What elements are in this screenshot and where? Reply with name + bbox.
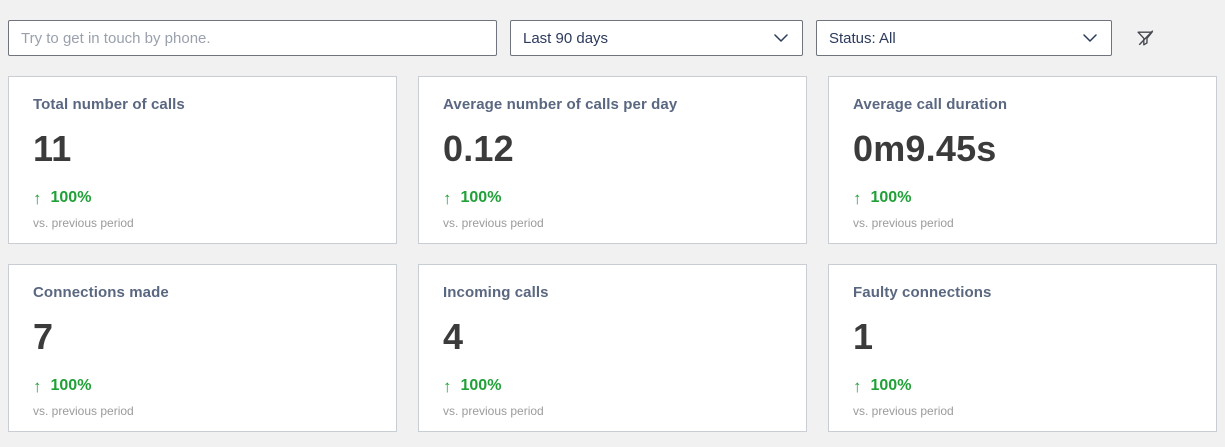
card-title: Total number of calls <box>33 96 185 113</box>
card-value: 11 <box>33 128 72 169</box>
stat-card-total-calls: Total number of calls 11 ↑ 100% vs. prev… <box>8 76 397 244</box>
stat-card-incoming-calls: Incoming calls 4 ↑ 100% vs. previous per… <box>418 264 807 432</box>
card-delta: ↑ 100% <box>443 189 782 207</box>
card-title: Incoming calls <box>443 284 549 301</box>
card-caption: vs. previous period <box>33 404 134 418</box>
card-value: 4 <box>443 316 464 357</box>
card-title: Average number of calls per day <box>443 96 678 113</box>
trend-up-arrow-icon: ↑ <box>443 376 452 396</box>
status-value: Status: All <box>829 29 896 47</box>
chevron-down-icon <box>774 34 788 42</box>
delta-value: 100% <box>460 377 502 394</box>
card-title: Average call duration <box>853 96 1008 113</box>
card-delta: ↑ 100% <box>853 189 1192 207</box>
stat-card-faulty-connections: Faulty connections 1 ↑ 100% vs. previous… <box>828 264 1217 432</box>
card-delta: ↑ 100% <box>853 377 1192 395</box>
card-value: 7 <box>33 316 54 357</box>
card-value: 1 <box>853 316 874 357</box>
card-caption: vs. previous period <box>33 216 134 230</box>
delta-value: 100% <box>50 189 92 206</box>
clear-filters-button[interactable] <box>1129 22 1161 54</box>
card-value: 0.12 <box>443 128 514 169</box>
status-select[interactable]: Status: All <box>816 20 1112 56</box>
delta-value: 100% <box>870 377 912 394</box>
card-caption: vs. previous period <box>853 216 954 230</box>
stat-card-avg-calls-per-day: Average number of calls per day 0.12 ↑ 1… <box>418 76 807 244</box>
card-caption: vs. previous period <box>853 404 954 418</box>
stat-card-connections-made: Connections made 7 ↑ 100% vs. previous p… <box>8 264 397 432</box>
card-caption: vs. previous period <box>443 216 544 230</box>
trend-up-arrow-icon: ↑ <box>33 376 42 396</box>
card-caption: vs. previous period <box>443 404 544 418</box>
stats-grid: Total number of calls 11 ↑ 100% vs. prev… <box>0 56 1225 432</box>
trend-up-arrow-icon: ↑ <box>853 376 862 396</box>
card-delta: ↑ 100% <box>443 377 782 395</box>
trend-up-arrow-icon: ↑ <box>853 188 862 208</box>
delta-value: 100% <box>870 189 912 206</box>
card-title: Connections made <box>33 284 169 301</box>
card-title: Faulty connections <box>853 284 992 301</box>
delta-value: 100% <box>460 189 502 206</box>
stat-card-avg-call-duration: Average call duration 0m9.45s ↑ 100% vs.… <box>828 76 1217 244</box>
card-delta: ↑ 100% <box>33 189 372 207</box>
filter-off-icon <box>1136 29 1153 45</box>
trend-up-arrow-icon: ↑ <box>33 188 42 208</box>
filter-bar: Last 90 days Status: All <box>0 0 1225 56</box>
date-range-value: Last 90 days <box>523 29 609 47</box>
date-range-select[interactable]: Last 90 days <box>510 20 803 56</box>
delta-value: 100% <box>50 377 92 394</box>
card-delta: ↑ 100% <box>33 377 372 395</box>
trend-up-arrow-icon: ↑ <box>443 188 452 208</box>
card-value: 0m9.45s <box>853 128 997 169</box>
chevron-down-icon <box>1083 34 1097 42</box>
search-input[interactable] <box>8 20 497 56</box>
